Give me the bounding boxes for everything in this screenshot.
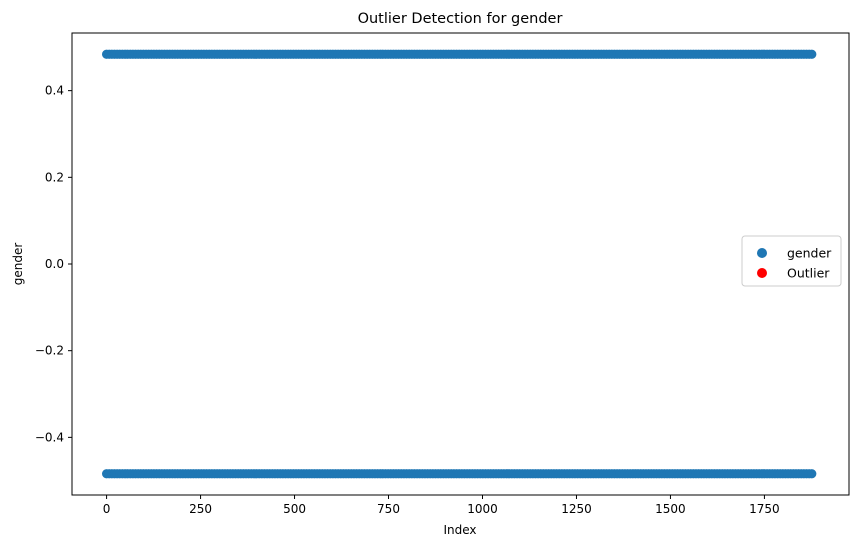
y-axis: −0.4 −0.2 0.0 0.2 0.4 [35,84,72,444]
legend-label-outlier: Outlier [787,266,830,281]
y-tick-label: 0.2 [45,170,64,184]
legend-label-gender: gender [787,246,832,261]
x-tick-label: 1500 [655,502,686,516]
points-layer [101,49,817,479]
y-tick-label: 0.0 [45,257,64,271]
x-axis-title: Index [443,523,476,537]
x-tick-label: 250 [189,502,212,516]
data-point [807,49,817,59]
x-tick-label: 1750 [749,502,780,516]
legend-marker-outlier [757,268,767,278]
y-tick-label: 0.4 [45,84,64,98]
y-tick-label: −0.2 [35,344,64,358]
legend: gender Outlier [741,235,842,287]
y-tick-label: −0.4 [35,430,64,444]
x-axis: 0 250 500 750 1000 1250 1500 1750 [103,495,780,516]
x-tick-label: 0 [103,502,111,516]
chart-title: Outlier Detection for gender [358,11,563,27]
x-tick-label: 750 [377,502,400,516]
x-tick-label: 500 [283,502,306,516]
legend-marker-gender [757,248,767,258]
y-axis-title: gender [11,243,25,286]
x-tick-label: 1000 [467,502,498,516]
x-tick-label: 1250 [561,502,592,516]
data-point [807,469,817,479]
